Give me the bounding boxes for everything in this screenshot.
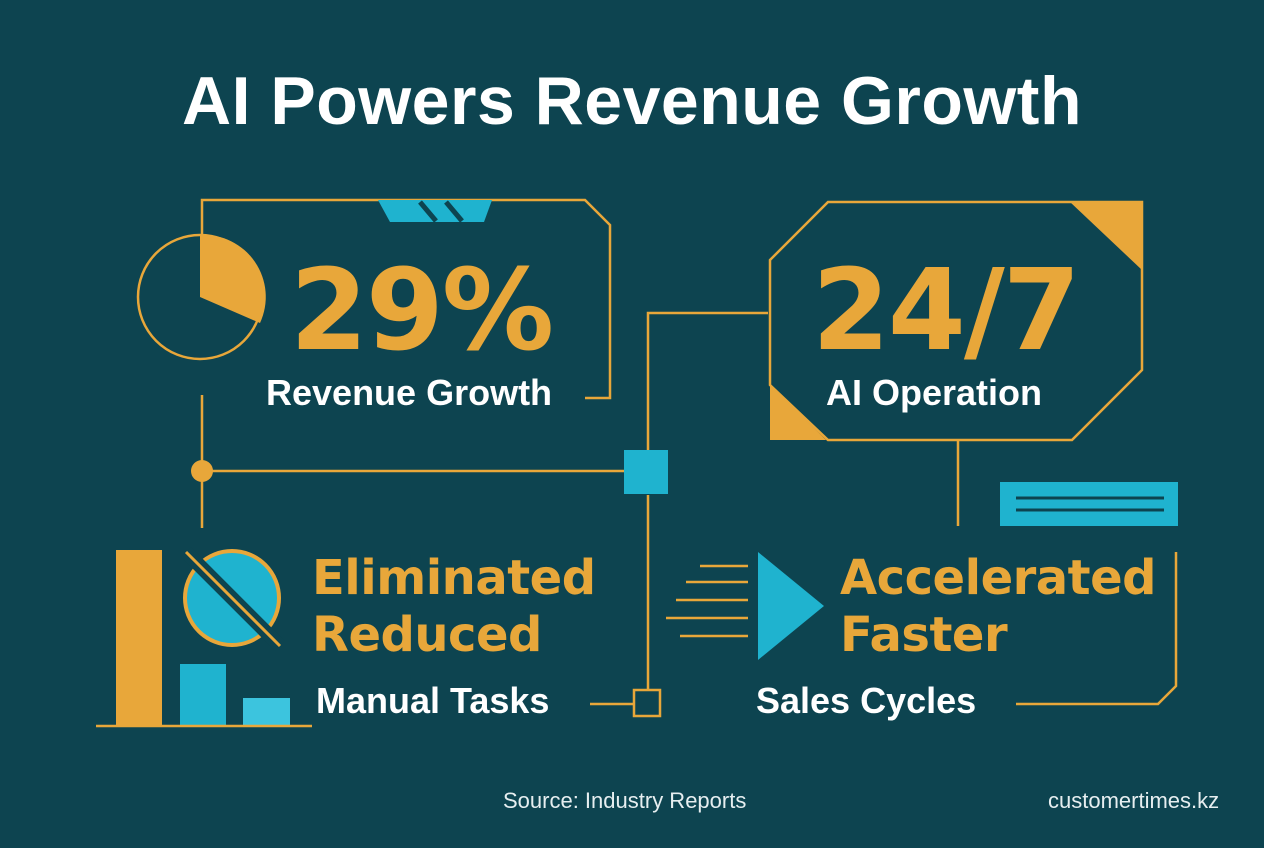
cyan-stripe-bar [1000,482,1178,526]
connector-node [624,450,668,494]
speed-lines-icon [666,564,748,638]
sales-cycles-line2: Faster [840,607,1008,663]
connector-square [632,688,662,718]
revenue-growth-label: Revenue Growth [266,372,553,413]
page-title: AI Powers Revenue Growth [182,63,1082,139]
connector-lines [202,311,1178,706]
play-arrow-icon [758,552,824,660]
ai-operation-value: 24/7 [812,246,1081,376]
sales-cycles-label: Sales Cycles [756,680,977,721]
manual-tasks-label: Manual Tasks [316,680,550,721]
ai-operation-label: AI Operation [826,372,1043,413]
operation-panel-frame [768,200,1144,442]
bar-chart-icon [96,550,312,728]
pie-chart-icon [136,233,266,361]
manual-tasks-line1: Eliminated [312,550,596,606]
revenue-growth-value: 29% [290,246,554,376]
source-note: Source: Industry Reports [503,788,747,813]
manual-tasks-line2: Reduced [312,607,542,663]
sales-cycles-line1: Accelerated [840,550,1157,606]
panel-tab-stripes [378,200,492,223]
brand-url: customertimes.kz [1048,788,1220,813]
no-symbol-icon [181,547,285,651]
connector-dot [191,460,213,482]
